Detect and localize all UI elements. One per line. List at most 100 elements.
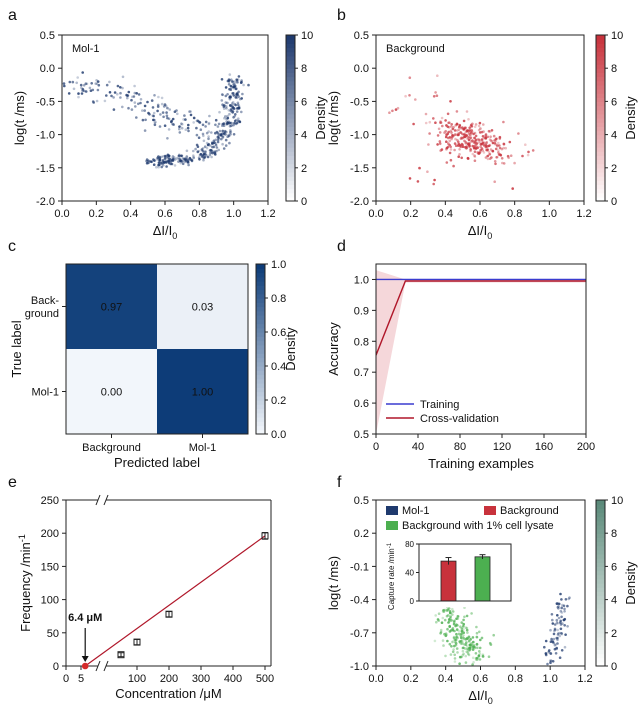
colorbar-step [256, 302, 265, 308]
data-point [500, 157, 504, 160]
colorbar-step [596, 636, 605, 642]
colorbar-step [286, 126, 295, 132]
colorbar-step [596, 620, 605, 626]
data-point [126, 96, 129, 100]
data-point [168, 108, 171, 111]
data-point [474, 123, 478, 126]
data-point [203, 145, 207, 148]
data-point [222, 132, 226, 135]
data-point [436, 74, 439, 77]
data-point [560, 598, 563, 601]
data-point [194, 147, 197, 151]
data-point [468, 646, 472, 650]
data-point [460, 621, 463, 624]
colorbar-step [596, 192, 605, 198]
data-point [408, 177, 412, 180]
data-point [222, 107, 226, 110]
x-axis-label-subscript: 0 [488, 696, 493, 706]
fit-line [84, 535, 266, 667]
data-point [495, 137, 498, 141]
plot-area [376, 270, 586, 434]
data-point [220, 78, 224, 81]
axes-frame [65, 263, 249, 435]
data-point [466, 129, 469, 132]
cell-label: 0.00 [101, 387, 122, 399]
colorbar-step [596, 653, 605, 659]
data-point [240, 97, 243, 100]
data-point [208, 144, 212, 147]
data-point [214, 132, 217, 135]
x-tick-label: 0 [63, 673, 69, 685]
colorbar-step [596, 529, 605, 534]
data-point [229, 107, 233, 111]
data-point [474, 147, 477, 150]
data-point [192, 116, 196, 119]
data-point [108, 91, 112, 94]
data-point [92, 101, 95, 104]
colorbar-step [256, 366, 265, 371]
data-point [456, 624, 459, 627]
panel-a: 0.0 0.2 0.4 0.6 0.8 1.0 1.2 -2.0 -1.5 -1.0 -0.5 0.0… [12, 30, 328, 241]
data-point [207, 137, 210, 141]
data-point [563, 610, 566, 613]
data-point [235, 121, 239, 125]
colorbar-step [596, 72, 605, 78]
data-point [234, 103, 237, 107]
data-point [217, 135, 220, 138]
colorbar-step [596, 80, 605, 86]
data-point [458, 662, 461, 665]
data-point [449, 158, 453, 162]
data-point [180, 160, 184, 163]
data-point [468, 131, 471, 135]
axis-break-mark [103, 660, 109, 672]
colorbar-step [596, 159, 605, 165]
colorbar-label: Density [313, 96, 328, 140]
data-point [457, 140, 460, 144]
data-point [521, 154, 524, 158]
data-point [212, 139, 216, 143]
colorbar-step [286, 35, 295, 40]
data-point [204, 152, 207, 156]
data-point [453, 657, 457, 660]
colorbar-step [256, 268, 265, 274]
data-point [448, 615, 452, 618]
data-point [451, 629, 455, 632]
data-point [444, 129, 448, 133]
data-point [486, 148, 489, 152]
data-point [451, 127, 455, 131]
data-point [563, 645, 567, 649]
data-point [177, 160, 180, 163]
data-point [549, 652, 552, 655]
data-point [452, 648, 455, 651]
data-point [167, 117, 171, 121]
data-point [232, 80, 236, 83]
y-tick-label: -1.0 [350, 130, 369, 142]
data-point [557, 632, 560, 635]
data-point [444, 135, 448, 139]
data-point [113, 91, 117, 94]
data-point [478, 138, 481, 142]
legend-label: Background with 1% cell lysate [402, 520, 554, 532]
data-point [453, 653, 457, 657]
data-point [237, 117, 240, 120]
data-point [469, 136, 473, 139]
data-point [139, 98, 143, 101]
colorbar-step [256, 383, 265, 388]
data-point [168, 157, 171, 161]
y-tick-label: -1.0 [36, 130, 55, 142]
data-point [564, 633, 567, 636]
colorbar-tick-label: 4 [611, 130, 617, 142]
x-axis-label: Predicted label [114, 455, 200, 470]
data-point [239, 97, 242, 101]
data-point [158, 157, 161, 160]
data-point [157, 161, 161, 164]
data-point [445, 161, 449, 164]
colorbar-step [286, 147, 295, 152]
data-point [133, 101, 137, 104]
data-point [228, 96, 231, 99]
data-point [449, 145, 453, 149]
colorbar-tick-label: 6 [611, 561, 617, 573]
data-point [71, 80, 75, 84]
data-point [555, 646, 558, 650]
